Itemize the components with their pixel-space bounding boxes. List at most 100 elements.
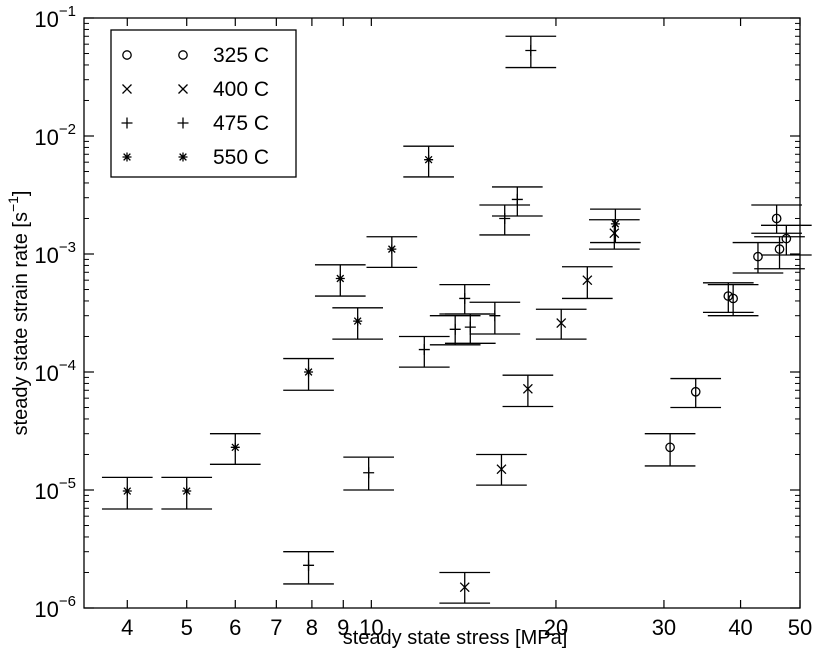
legend-marker-circle xyxy=(122,50,132,60)
asterisk-marker xyxy=(230,442,240,452)
plus-marker xyxy=(418,344,430,356)
plus-marker xyxy=(459,292,471,304)
data-point-circle xyxy=(670,377,722,409)
legend-marker-x xyxy=(122,84,132,94)
circle-marker xyxy=(665,442,675,453)
y-axis: 10−6 10−5 10−4 10−3 10−2 10−1 xyxy=(34,3,800,622)
plus-marker xyxy=(489,310,501,322)
data-point-plus xyxy=(439,283,491,315)
x-tick-label: 7 xyxy=(270,615,282,640)
plus-marker xyxy=(363,467,375,479)
y-tick-label: 10−4 xyxy=(34,357,76,386)
x-tick-label: 20 xyxy=(544,615,568,640)
data-point-plus xyxy=(491,186,543,217)
x-marker xyxy=(609,228,620,239)
data-point-plus xyxy=(429,315,481,346)
asterisk-marker xyxy=(182,486,192,496)
circle-marker xyxy=(728,293,738,304)
legend-marker-asterisk xyxy=(178,152,188,162)
x-tick-label: 40 xyxy=(728,615,752,640)
data-point-asterisk xyxy=(101,476,153,510)
asterisk-marker xyxy=(335,273,345,283)
legend-marker-asterisk xyxy=(122,152,132,162)
circle-marker xyxy=(753,251,763,262)
data-point-x xyxy=(439,571,491,604)
x-tick-label: 8 xyxy=(306,615,318,640)
x-marker xyxy=(556,318,567,328)
data-point-x xyxy=(561,266,613,300)
y-tick-label: 10−2 xyxy=(34,121,76,150)
data-point-circle xyxy=(644,433,696,467)
plus-marker xyxy=(511,193,523,205)
legend-label: 400 C xyxy=(213,78,269,101)
data-point-plus xyxy=(398,335,450,368)
x-tick-label: 6 xyxy=(229,615,241,640)
data-point-circle xyxy=(702,282,754,314)
legend-box xyxy=(110,29,297,178)
circle-marker xyxy=(781,233,792,244)
data-point-plus xyxy=(343,456,394,491)
legend-marker-plus xyxy=(177,117,189,129)
x-tick-label: 4 xyxy=(121,615,133,640)
circle-marker xyxy=(774,244,785,254)
circle-marker xyxy=(690,386,701,397)
x-marker xyxy=(582,275,593,286)
x-tick-label: 30 xyxy=(652,615,676,640)
legend-label: 325 C xyxy=(213,44,269,67)
x-axis-label: steady state stress [MPa] xyxy=(343,627,568,649)
data-point-asterisk xyxy=(590,208,641,244)
data-point-x xyxy=(535,308,587,340)
data-point-circle xyxy=(761,224,812,256)
legend-marker-plus xyxy=(121,117,133,129)
data-point-plus xyxy=(479,204,531,236)
data-point-plus xyxy=(283,551,334,585)
data-point-circle xyxy=(707,283,759,317)
x-marker xyxy=(496,464,507,475)
y-tick-label: 10−6 xyxy=(34,593,76,622)
legend-marker-x xyxy=(178,84,188,94)
asterisk-marker xyxy=(122,486,132,496)
plot-area xyxy=(83,17,801,609)
legend-label: 475 C xyxy=(213,112,269,135)
asterisk-marker xyxy=(424,155,434,165)
data-point-asterisk xyxy=(366,236,418,269)
data-point-asterisk xyxy=(161,476,213,510)
data-point-circle xyxy=(754,236,805,270)
data-point-plus xyxy=(444,313,496,344)
y-tick-label: 10−1 xyxy=(34,3,76,32)
data-point-plus xyxy=(469,301,521,335)
data-point-asterisk xyxy=(209,433,261,465)
data-point-asterisk xyxy=(332,307,384,340)
legend-marker-circle xyxy=(178,50,188,60)
asterisk-marker xyxy=(304,367,314,377)
x-marker xyxy=(522,383,533,394)
plus-marker xyxy=(303,559,315,571)
plus-marker xyxy=(449,323,461,335)
legend: 325 C 400 C 475 C 550 C xyxy=(110,29,297,178)
asterisk-marker xyxy=(610,219,620,229)
data-point-asterisk xyxy=(403,145,454,178)
plus-marker xyxy=(464,321,476,333)
legend-label: 550 C xyxy=(213,146,269,169)
x-tick-label: 9 xyxy=(337,615,349,640)
x-marker xyxy=(459,582,470,593)
data-point-circle xyxy=(751,204,802,234)
data-marks xyxy=(101,35,812,604)
data-point-circle xyxy=(732,241,784,274)
asterisk-marker xyxy=(353,316,363,326)
plus-marker xyxy=(525,45,537,57)
asterisk-marker xyxy=(387,244,397,254)
x-tick-label: 50 xyxy=(788,615,812,640)
y-tick-label: 10−5 xyxy=(34,475,76,504)
plus-marker xyxy=(499,212,511,224)
plot-border xyxy=(83,17,801,609)
data-point-asterisk xyxy=(314,264,366,297)
y-axis-label: steady state strain rate [s−1] xyxy=(5,191,32,436)
data-point-x xyxy=(502,374,554,408)
x-tick-label: 5 xyxy=(181,615,193,640)
data-point-x xyxy=(476,453,527,486)
circle-marker xyxy=(771,213,782,224)
data-point-plus xyxy=(505,35,557,69)
y-tick-label: 10−3 xyxy=(34,239,76,268)
